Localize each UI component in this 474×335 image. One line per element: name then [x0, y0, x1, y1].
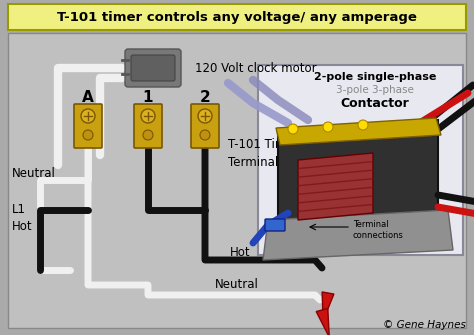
Bar	[258, 65, 463, 255]
FancyBboxPatch shape	[134, 104, 162, 148]
Text: 2-pole single-phase: 2-pole single-phase	[314, 72, 436, 82]
Circle shape	[198, 109, 212, 123]
Text: Neutral: Neutral	[12, 166, 56, 180]
Text: Terminal
connections: Terminal connections	[353, 220, 404, 240]
Circle shape	[83, 130, 93, 140]
Polygon shape	[276, 118, 441, 145]
FancyBboxPatch shape	[74, 104, 102, 148]
Circle shape	[323, 122, 333, 132]
Text: T-101 Timer
Terminals: T-101 Timer Terminals	[228, 138, 299, 169]
Text: Hot: Hot	[230, 246, 251, 259]
Polygon shape	[298, 153, 373, 220]
FancyBboxPatch shape	[131, 55, 175, 81]
Text: A: A	[82, 89, 94, 105]
FancyBboxPatch shape	[191, 104, 219, 148]
Polygon shape	[263, 210, 453, 260]
Text: © Gene Haynes: © Gene Haynes	[383, 320, 466, 330]
Text: Neutral: Neutral	[215, 278, 259, 291]
Text: 2: 2	[200, 89, 210, 105]
Polygon shape	[278, 120, 438, 240]
Circle shape	[141, 109, 155, 123]
Text: T-101 timer controls any voltage/ any amperage: T-101 timer controls any voltage/ any am…	[57, 10, 417, 23]
Text: 120 Volt clock motor: 120 Volt clock motor	[195, 62, 317, 74]
Text: 3-pole 3-phase: 3-pole 3-phase	[336, 85, 414, 95]
Circle shape	[358, 120, 368, 130]
Circle shape	[81, 109, 95, 123]
FancyBboxPatch shape	[125, 49, 181, 87]
Circle shape	[200, 130, 210, 140]
Circle shape	[143, 130, 153, 140]
FancyBboxPatch shape	[8, 4, 466, 30]
Circle shape	[288, 124, 298, 134]
FancyBboxPatch shape	[265, 219, 285, 231]
Text: 1: 1	[143, 89, 153, 105]
Polygon shape	[316, 309, 329, 335]
Text: Contactor: Contactor	[341, 96, 410, 110]
Text: L1
Hot: L1 Hot	[12, 203, 33, 233]
Bar	[8, 33, 466, 328]
Polygon shape	[322, 292, 334, 321]
